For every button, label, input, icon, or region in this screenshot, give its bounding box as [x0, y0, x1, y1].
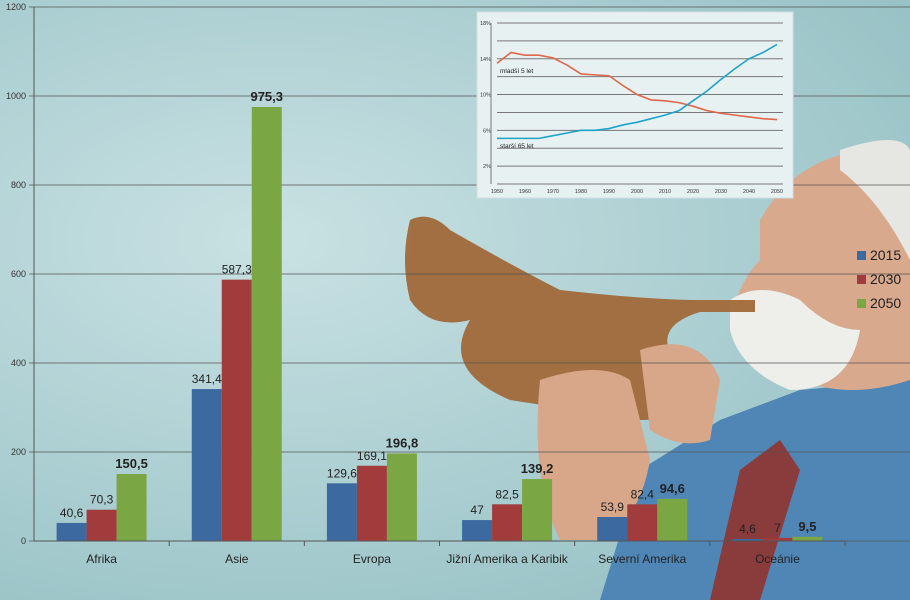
bar-2030 — [356, 465, 387, 541]
inset-series-label: mladší 5 let — [500, 68, 533, 75]
y-tick-label: 0 — [21, 536, 26, 546]
data-label: 53,9 — [601, 500, 625, 514]
man-hair — [840, 140, 910, 260]
bar-2015 — [326, 483, 357, 541]
y-tick-label: 800 — [11, 180, 26, 190]
inset-x-tick-label: 1990 — [603, 189, 615, 195]
x-tick-label: Evropa — [353, 552, 391, 566]
bar-2030 — [627, 504, 658, 541]
bar-2030 — [762, 537, 793, 541]
y-tick-label: 200 — [11, 447, 26, 457]
y-tick-label: 600 — [11, 269, 26, 279]
data-label: 82,5 — [495, 487, 519, 501]
x-tick-label: Asie — [225, 552, 249, 566]
inset-x-tick-label: 2000 — [631, 189, 643, 195]
man-beard — [730, 290, 860, 390]
bar-2015 — [597, 517, 628, 541]
data-label: 40,6 — [60, 506, 84, 520]
bar-2015 — [56, 522, 87, 541]
x-tick-label: Afrika — [86, 552, 117, 566]
bar-2050 — [251, 106, 282, 541]
inset-x-tick-label: 1950 — [491, 189, 503, 195]
data-label: 82,4 — [631, 487, 655, 501]
data-label: 169,1 — [357, 449, 387, 463]
inset-background — [476, 11, 794, 199]
data-label: 341,4 — [192, 372, 222, 386]
inset-line-older — [497, 43, 778, 140]
man-hands — [537, 344, 720, 540]
data-label: 975,3 — [250, 89, 283, 104]
inset-x-tick-label: 2040 — [743, 189, 755, 195]
inset-y-tick-label: 6% — [483, 128, 491, 134]
bar-2015 — [732, 538, 763, 541]
bar-2030 — [86, 509, 117, 541]
bar-2015 — [462, 520, 493, 541]
inset-x-tick-label: 1980 — [575, 189, 587, 195]
legend-label: 2050 — [870, 295, 901, 311]
inset-series-label: starší 65 let — [500, 143, 534, 150]
data-label: 7 — [774, 521, 781, 535]
x-tick-label: Oceánie — [755, 552, 800, 566]
bar-2030 — [492, 504, 523, 541]
inset-x-tick-label: 2030 — [715, 189, 727, 195]
data-label: 9,5 — [798, 519, 816, 534]
x-tick-label: Severní Amerika — [598, 552, 686, 566]
inset-x-tick-label: 2020 — [687, 189, 699, 195]
y-tick-label: 1200 — [6, 2, 26, 12]
inset-y-tick-label: 14% — [480, 57, 491, 63]
inset-x-tick-label: 1960 — [519, 189, 531, 195]
inset-y-tick-label: 18% — [480, 21, 491, 27]
inset-line-younger — [496, 51, 778, 121]
data-label: 4,6 — [739, 522, 756, 536]
inset-y-tick-label: 10% — [480, 93, 491, 99]
y-tick-label: 400 — [11, 358, 26, 368]
data-label: 139,2 — [521, 461, 554, 476]
data-label: 196,8 — [386, 435, 419, 450]
x-tick-label: Jižní Amerika a Karibik — [446, 552, 568, 566]
bar-2050 — [657, 498, 688, 541]
data-label: 70,3 — [90, 493, 114, 507]
legend-label: 2030 — [870, 271, 901, 287]
inset-y-tick-label: 2% — [483, 164, 491, 170]
legend-label: 2015 — [870, 247, 901, 263]
y-tick-label: 1000 — [6, 91, 26, 101]
legend-swatch — [857, 251, 866, 260]
data-label: 129,6 — [327, 466, 357, 480]
bar-2050 — [522, 479, 553, 541]
inset-x-tick-label: 2010 — [659, 189, 671, 195]
inset-x-tick-label: 1970 — [547, 189, 559, 195]
data-label: 150,5 — [115, 456, 148, 471]
data-label: 587,3 — [222, 263, 252, 277]
man-tie — [710, 440, 800, 600]
data-label: 47 — [470, 503, 484, 517]
legend-swatch — [857, 275, 866, 284]
bar-2015 — [191, 389, 222, 541]
bar-2050 — [792, 536, 823, 541]
bar-2050 — [116, 474, 147, 541]
data-label: 94,6 — [660, 481, 685, 496]
inset-x-tick-label: 2050 — [771, 189, 783, 195]
bar-2050 — [386, 453, 417, 541]
legend-swatch — [857, 299, 866, 308]
bar-2030 — [221, 279, 252, 541]
